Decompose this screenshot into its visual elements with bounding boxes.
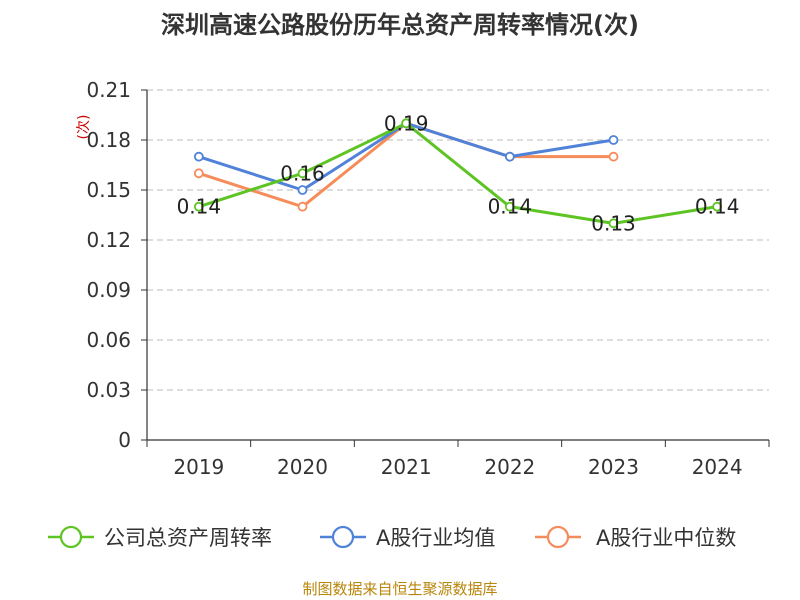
y-tick-label: 0.21 <box>86 78 131 102</box>
data-label: 0.16 <box>280 161 325 185</box>
legend: 公司总资产周转率 A股行业均值 A股行业中位数 <box>48 525 736 550</box>
data-point <box>608 218 619 229</box>
data-point <box>297 201 308 212</box>
legend-label: A股行业均值 <box>376 526 495 550</box>
x-tick-labels: 2019 2020 2021 2022 2023 2024 <box>173 455 742 479</box>
data-labels: 0.14 0.16 0.19 0.14 0.13 0.14 <box>177 111 740 235</box>
chart-title: 深圳高速公路股份历年总资产周转率情况(次) <box>161 11 639 39</box>
data-point <box>504 151 515 162</box>
y-tick-label: 0.18 <box>86 128 131 152</box>
y-tick-labels: 0 0.03 0.06 0.09 0.12 0.15 0.18 0.21 <box>86 78 131 452</box>
x-tick-label: 2022 <box>484 455 535 479</box>
data-label: 0.14 <box>177 195 222 219</box>
y-tick-label: 0.09 <box>86 278 131 302</box>
axes <box>141 89 770 447</box>
series-lines <box>193 118 723 229</box>
data-point <box>504 201 515 212</box>
legend-marker <box>331 525 355 549</box>
y-tick-label: 0.12 <box>86 228 131 252</box>
data-point <box>193 168 204 179</box>
x-tick-label: 2021 <box>381 455 432 479</box>
legend-label: A股行业中位数 <box>596 526 736 550</box>
x-tick-label: 2019 <box>173 455 224 479</box>
data-point <box>608 135 619 145</box>
series-line-0 <box>198 121 718 225</box>
data-point <box>297 185 308 195</box>
data-label: 0.13 <box>591 211 636 235</box>
series-line-2 <box>198 121 614 209</box>
x-tick-label: 2020 <box>277 455 328 479</box>
x-tick-label: 2023 <box>588 455 639 479</box>
data-label: 0.14 <box>488 195 533 219</box>
y-tick-label: 0.06 <box>86 328 131 352</box>
y-axis-unit: (次) <box>76 115 92 140</box>
y-tick-label: 0 <box>118 428 131 452</box>
y-tick-label: 0.03 <box>86 378 131 402</box>
data-point <box>193 201 204 212</box>
data-point <box>608 151 619 162</box>
gridlines <box>147 89 769 391</box>
legend-marker <box>59 525 83 549</box>
data-point <box>193 151 204 162</box>
x-tick-label: 2024 <box>692 455 743 479</box>
legend-label: 公司总资产周转率 <box>104 526 272 550</box>
legend-marker <box>546 525 570 549</box>
data-point <box>401 118 412 129</box>
data-label: 0.19 <box>384 111 429 135</box>
data-point <box>297 168 308 179</box>
data-point <box>712 201 723 212</box>
y-tick-label: 0.15 <box>86 178 131 202</box>
data-label: 0.14 <box>695 195 740 219</box>
source-note: 制图数据来自恒生聚源数据库 <box>302 580 497 598</box>
